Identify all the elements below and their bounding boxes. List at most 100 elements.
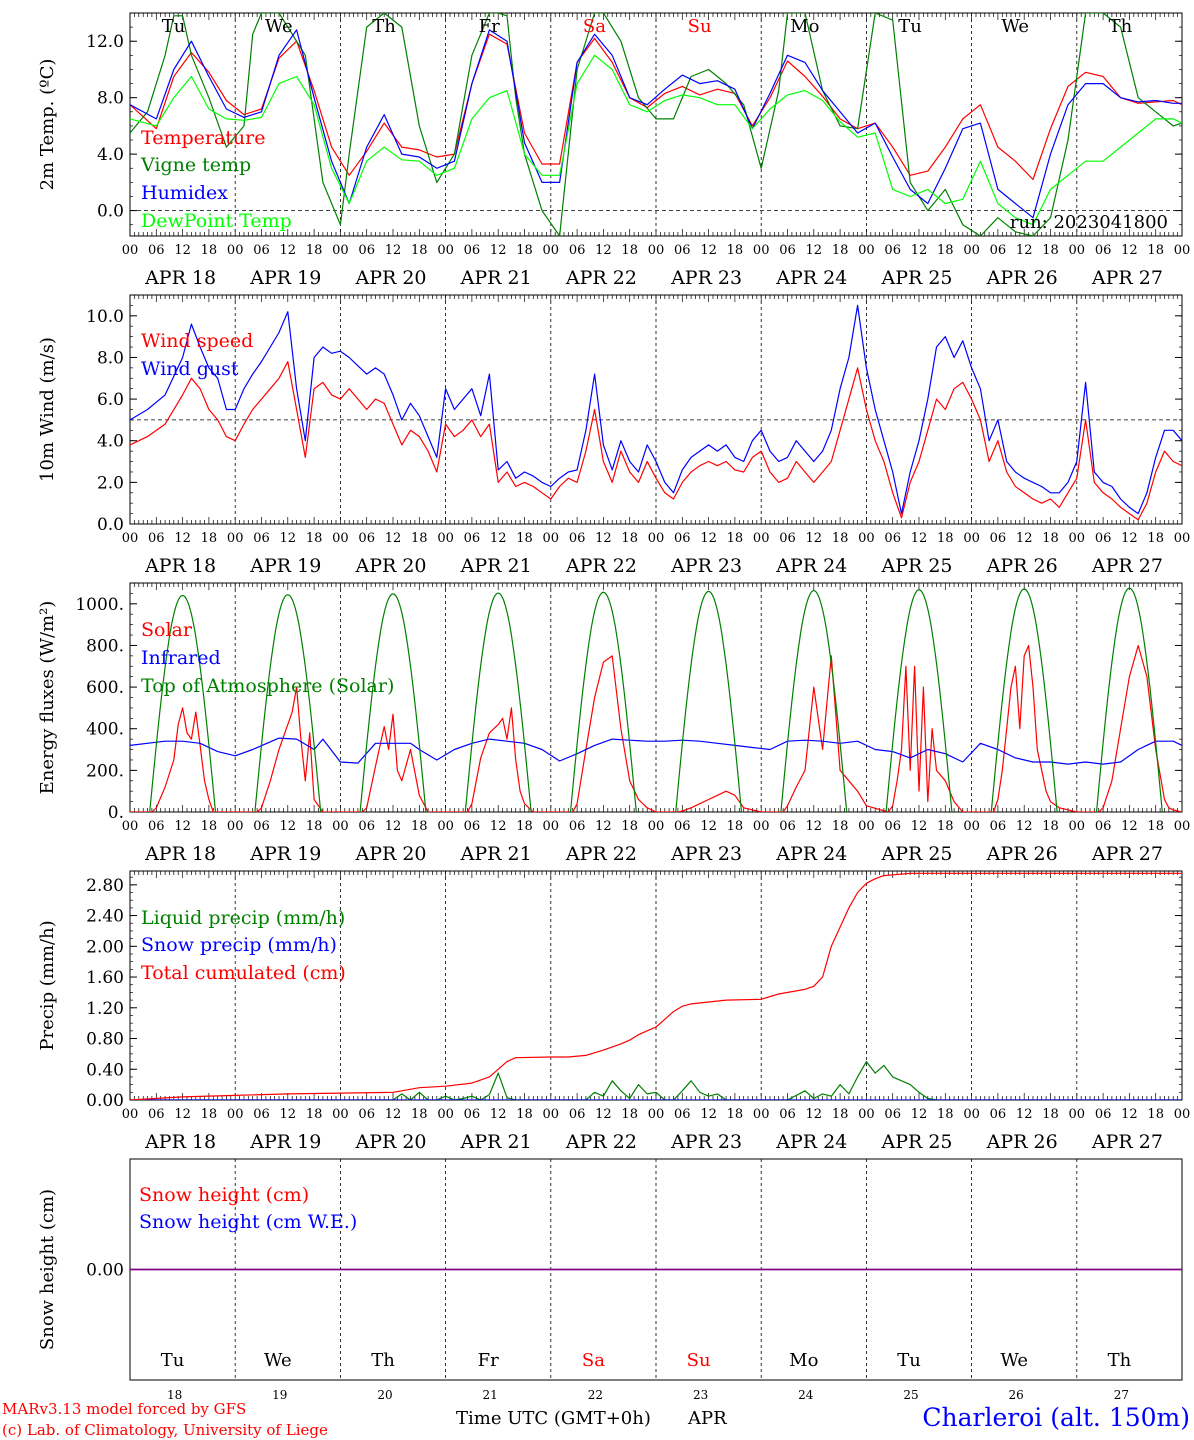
hour-tick-label: 12	[280, 819, 297, 834]
hour-tick-label: 06	[358, 243, 375, 258]
month-label: APR	[687, 1408, 727, 1429]
date-label: APR 22	[565, 1131, 637, 1153]
weekday-label-top: Tu	[898, 16, 922, 37]
hour-ticks	[129, 583, 1183, 812]
legend-entry: Wind gust	[141, 358, 239, 380]
date-label: APR 23	[670, 843, 742, 865]
y-tick-label: 0.	[108, 803, 124, 823]
hour-tick-label: 06	[253, 1107, 270, 1122]
hour-tick-label: 00	[963, 1107, 980, 1122]
date-label: APR 23	[670, 267, 742, 289]
y-axis-label: 2m Temp. (ºC)	[37, 59, 58, 191]
y-tick-label: 2.0	[97, 473, 124, 493]
y-tick-label: 6.0	[97, 390, 124, 410]
legend-entry: Vigne temp	[140, 154, 251, 176]
hour-tick-label: 18	[306, 531, 323, 546]
y-tick-label: 0.0	[97, 515, 124, 535]
lab-credit: (c) Lab. of Climatology, University of L…	[2, 1421, 328, 1439]
hour-tick-label: 00	[227, 243, 244, 258]
hour-tick-label: 18	[201, 819, 218, 834]
date-label: APR 22	[565, 267, 637, 289]
date-label: APR 25	[880, 267, 952, 289]
station-label: Charleroi (alt. 150m)	[922, 1403, 1190, 1432]
hour-tick-label: 00	[122, 819, 139, 834]
date-label: APR 25	[880, 1131, 952, 1153]
hour-tick-label: 00	[963, 243, 980, 258]
hour-tick-label: 12	[174, 243, 191, 258]
hour-tick-label: 00	[1174, 1107, 1191, 1122]
hour-tick-label: 06	[569, 531, 586, 546]
y-tick-label: 0.00	[86, 1091, 124, 1111]
hour-tick-label: 12	[490, 243, 507, 258]
hour-tick-label: 12	[911, 531, 928, 546]
weekday-label-bottom: Tu	[897, 1350, 921, 1371]
hour-tick-label: 00	[332, 819, 349, 834]
hour-tick-label: 00	[122, 531, 139, 546]
date-label: APR 27	[1091, 843, 1163, 865]
hour-tick-label: 00	[437, 1107, 454, 1122]
hour-tick-label: 00	[648, 1107, 665, 1122]
day-number-label: 20	[377, 1388, 392, 1402]
hour-tick-label: 18	[1147, 1107, 1164, 1122]
x-axis-title: Time UTC (GMT+0h)	[456, 1408, 651, 1429]
date-label: APR 24	[775, 555, 847, 577]
y-tick-label: 800.	[86, 636, 124, 656]
hour-tick-label: 12	[1016, 243, 1033, 258]
hour-tick-label: 12	[806, 531, 823, 546]
weekday-label-bottom: Tu	[161, 1350, 185, 1371]
date-label: APR 19	[249, 843, 321, 865]
hour-tick-label: 06	[148, 243, 165, 258]
hour-tick-label: 00	[753, 531, 770, 546]
weekday-label-top: Sa	[583, 16, 606, 37]
hour-tick-label: 06	[1095, 1107, 1112, 1122]
hour-tick-label: 12	[385, 819, 402, 834]
y-axis-label: Energy fluxes (W/m²)	[37, 601, 58, 795]
day-number-label: 18	[167, 1388, 182, 1402]
hour-tick-label: 12	[595, 1107, 612, 1122]
hour-tick-label: 12	[1121, 531, 1138, 546]
hour-tick-label: 18	[516, 1107, 533, 1122]
hour-tick-label: 00	[1069, 819, 1086, 834]
hour-tick-label: 00	[332, 531, 349, 546]
y-tick-label: 600.	[86, 678, 124, 698]
hour-tick-label: 12	[1016, 1107, 1033, 1122]
hour-tick-label: 06	[358, 531, 375, 546]
hour-tick-label: 12	[174, 1107, 191, 1122]
hour-tick-label: 06	[569, 819, 586, 834]
weekday-label-bottom: Fr	[478, 1350, 499, 1371]
weekday-label-top: Mo	[790, 16, 819, 37]
panel-wind: 0.0 2.0 4.0 6.0 8.0 10.0 10m Wind (m/s) Wind sp…	[37, 294, 1190, 577]
hour-tick-label: 06	[148, 531, 165, 546]
date-label: APR 24	[775, 843, 847, 865]
hour-tick-label: 12	[700, 1107, 717, 1122]
hour-tick-label: 18	[937, 1107, 954, 1122]
legend-entry: Wind speed	[141, 330, 253, 352]
hour-tick-label: 12	[174, 531, 191, 546]
y-axis-label: Snow height (cm)	[37, 1189, 58, 1350]
weekday-label-bottom: Su	[687, 1350, 711, 1371]
panel-temperature: 0.0 4.0 8.0 12.0 2m Temp. (ºC) Temperature Vig…	[37, 12, 1190, 289]
weekday-label-bottom: Mo	[789, 1350, 818, 1371]
y-tick-label: 0.40	[86, 1060, 124, 1080]
hour-tick-label: 12	[1121, 819, 1138, 834]
hour-tick-label: 18	[937, 531, 954, 546]
hour-tick-label: 00	[543, 531, 560, 546]
hour-tick-label: 06	[674, 243, 691, 258]
hour-tick-label: 18	[621, 243, 638, 258]
hour-tick-label: 12	[595, 243, 612, 258]
hour-tick-label: 18	[832, 243, 849, 258]
series-group	[130, 13, 1182, 236]
hour-tick-label: 06	[1095, 819, 1112, 834]
hour-tick-label: 18	[621, 531, 638, 546]
date-label: APR 21	[460, 267, 532, 289]
hour-tick-label: 06	[990, 243, 1007, 258]
hour-tick-label: 18	[1042, 531, 1059, 546]
y-axis-label: 10m Wind (m/s)	[37, 337, 58, 482]
hour-tick-label: 06	[1095, 531, 1112, 546]
y-tick-label: 1000.	[75, 595, 124, 615]
hour-tick-label: 12	[1016, 531, 1033, 546]
y-tick-label: 400.	[86, 720, 124, 740]
series-temperature	[130, 33, 1182, 181]
hour-tick-label: 00	[227, 819, 244, 834]
